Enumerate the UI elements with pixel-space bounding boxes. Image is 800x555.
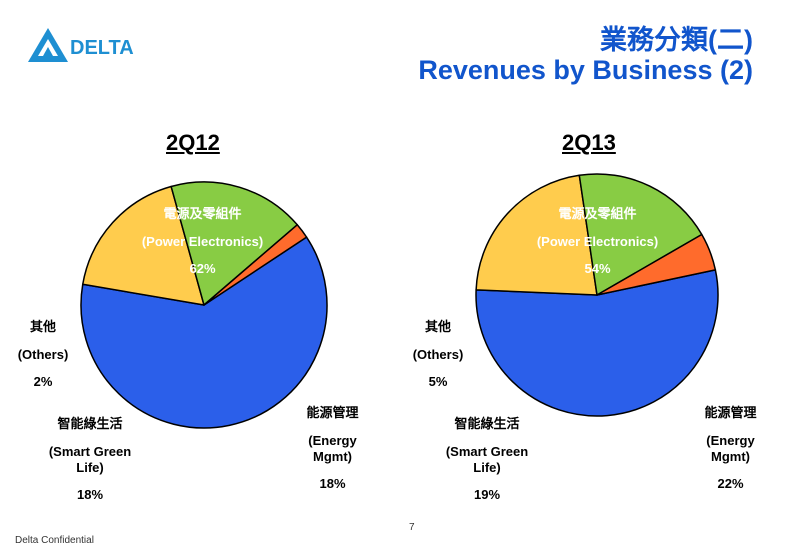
label-zh: 能源管理 <box>306 405 359 420</box>
label-zh: 智能綠生活 <box>57 416 123 431</box>
page-title-zh: 業務分類(二) <box>600 25 753 55</box>
label-en: (Energy Mgmt) <box>706 433 755 464</box>
label-en: (Smart Green Life) <box>48 444 132 475</box>
label-pct: 19% <box>473 487 501 502</box>
label-zh: 其他 <box>424 319 451 334</box>
page-number: 7 <box>409 522 415 533</box>
label-pct: 22% <box>717 476 744 491</box>
label-zh: 其他 <box>29 319 56 334</box>
label-smart-2q13: 智能綠生活 (Smart Green Life) 19% <box>437 417 537 501</box>
label-power-2q13: 電源及零組件 (Power Electronics) 54% <box>535 207 660 275</box>
label-en: (Energy Mgmt) <box>308 433 357 464</box>
label-pct: 5% <box>428 374 448 389</box>
pie-slice-power-2q13 <box>475 269 719 417</box>
pie-slice-energy-2q12 <box>82 185 205 306</box>
label-smart-2q12: 智能綠生活 (Smart Green Life) 18% <box>40 417 140 501</box>
page-title-en: Revenues by Business (2) <box>418 55 753 85</box>
label-en: (Others) <box>17 347 69 362</box>
label-en: (Power Electronics) <box>536 234 659 249</box>
footer-confidential: Delta Confidential <box>15 535 94 546</box>
label-pct: 18% <box>76 487 104 502</box>
label-en: (Power Electronics) <box>141 234 264 249</box>
label-power-2q12: 電源及零組件 (Power Electronics) 62% <box>140 207 265 275</box>
pie-slice-power-2q12 <box>80 236 328 429</box>
label-zh: 能源管理 <box>704 405 757 420</box>
label-zh: 電源及零組件 <box>163 206 242 221</box>
brand-name: DELTA <box>70 37 134 59</box>
label-pct: 54% <box>584 261 611 276</box>
pie-slice-smart-2q13 <box>578 173 703 296</box>
label-energy-2q13: 能源管理 (Energy Mgmt) 22% <box>688 406 773 490</box>
label-energy-2q12: 能源管理 (Energy Mgmt) 18% <box>290 406 375 490</box>
pie-slice-others-2q13 <box>596 233 717 296</box>
label-en: (Others) <box>412 347 464 362</box>
label-pct: 62% <box>189 261 216 276</box>
label-pct: 2% <box>33 374 53 389</box>
chart-title-2q12: 2Q12 <box>166 130 220 155</box>
label-en: (Smart Green Life) <box>445 444 529 475</box>
label-pct: 18% <box>319 476 346 491</box>
label-zh: 電源及零組件 <box>558 206 637 221</box>
label-others-2q12: 其他 (Others) 2% <box>13 320 73 388</box>
delta-logo <box>28 28 68 62</box>
pie-slice-energy-2q13 <box>475 174 598 296</box>
pie-slice-others-2q12 <box>203 224 308 306</box>
chart-title-2q13: 2Q13 <box>562 130 616 155</box>
label-others-2q13: 其他 (Others) 5% <box>408 320 468 388</box>
pie-slice-smart-2q12 <box>170 181 298 306</box>
label-zh: 智能綠生活 <box>454 416 520 431</box>
